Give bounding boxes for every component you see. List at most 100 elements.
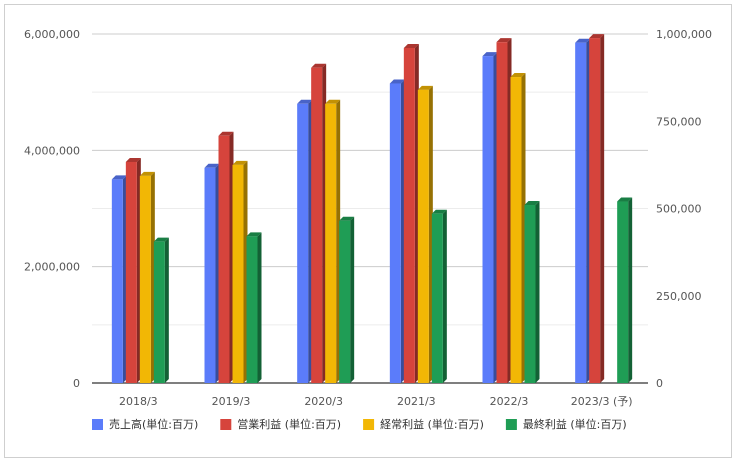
x-tick-label: 2022/3	[490, 395, 529, 408]
right-tick-label: 0	[656, 377, 663, 390]
bar	[297, 99, 313, 384]
legend: 売上高(単位:百万) 営業利益 (単位:百万) 経常利益 (単位:百万) 最終利益 (…	[92, 417, 627, 431]
left-tick-label: 0	[73, 377, 80, 390]
left-tick-label: 4,000,000	[24, 144, 80, 157]
bar-front	[496, 42, 508, 383]
bar-top	[417, 85, 433, 90]
bar	[218, 131, 234, 383]
bar-top	[232, 160, 248, 165]
bar-top	[246, 232, 262, 237]
bar-front	[204, 167, 216, 383]
bar-top	[218, 131, 234, 136]
bar-front	[589, 38, 601, 384]
bar-top	[111, 175, 127, 180]
bar-front	[431, 213, 443, 383]
bar-top	[139, 171, 155, 176]
left-tick-label: 6,000,000	[24, 28, 80, 41]
legend-swatch	[363, 419, 375, 430]
bar-front	[510, 77, 522, 383]
bar-top	[575, 38, 591, 43]
bar-top	[153, 237, 169, 242]
left-tick-label: 2,000,000	[24, 261, 80, 274]
bar	[111, 175, 127, 383]
right-tick-label: 500,000	[656, 203, 702, 216]
legend-label: 経常利益 (単位:百万)	[380, 417, 484, 431]
x-tick-label: 2023/3 (予)	[571, 395, 633, 408]
bar	[575, 38, 591, 383]
legend-item: 経常利益 (単位:百万)	[363, 417, 484, 431]
bar-top	[297, 99, 313, 104]
bar-front	[403, 47, 415, 384]
bar	[431, 209, 447, 383]
bar	[325, 99, 341, 384]
bar-front	[297, 103, 309, 384]
bar	[403, 43, 419, 384]
bar-side	[628, 197, 633, 383]
bar-side	[535, 201, 540, 383]
bars	[111, 34, 633, 384]
legend-swatch	[505, 419, 517, 430]
bar-top	[311, 63, 327, 68]
bar	[339, 216, 355, 383]
bar-top	[510, 73, 526, 78]
bar-front	[325, 103, 337, 384]
bar-top	[496, 38, 512, 43]
left-axis: 0 2,000,000 4,000,000 6,000,000	[24, 28, 80, 390]
bar	[482, 52, 498, 383]
legend-item: 売上高(単位:百万)	[92, 417, 198, 431]
bar-top	[482, 52, 498, 57]
bar-top	[403, 43, 419, 48]
bar-front	[311, 67, 323, 383]
legend-label: 営業利益 (単位:百万)	[237, 417, 341, 431]
bar-top	[204, 163, 220, 168]
bar-front	[125, 161, 137, 383]
legend-label: 売上高(単位:百万)	[109, 417, 198, 431]
legend-swatch	[92, 419, 103, 430]
bar-top	[617, 197, 633, 202]
x-axis-labels: 2018/3 2019/3 2020/3 2021/3 2022/3 2023/3 (予)	[119, 395, 633, 408]
bar-front	[617, 201, 629, 383]
bar-top	[339, 216, 355, 221]
bar	[246, 232, 262, 383]
bar-top	[524, 201, 540, 206]
bar	[311, 63, 327, 384]
bar	[204, 163, 220, 383]
bar-front	[482, 56, 494, 383]
bar-front	[111, 179, 123, 383]
legend-item: 営業利益 (単位:百万)	[220, 417, 341, 431]
bar-front	[246, 236, 258, 383]
bar	[510, 73, 526, 383]
bar-front	[417, 89, 429, 383]
bar-side	[164, 237, 169, 383]
bar-front	[339, 220, 351, 383]
bar-top	[125, 157, 141, 162]
bar-side	[442, 209, 447, 383]
bar-top	[389, 79, 405, 84]
x-tick-label: 2018/3	[119, 395, 158, 408]
bar	[496, 38, 512, 383]
x-tick-label: 2020/3	[304, 395, 343, 408]
bar-front	[153, 241, 165, 383]
bar-front	[389, 83, 401, 384]
bar	[153, 237, 169, 383]
bar	[139, 171, 155, 383]
bar-front	[575, 42, 587, 383]
legend-label: 最終利益 (単位:百万)	[523, 417, 627, 431]
bar	[617, 197, 633, 383]
legend-swatch	[220, 419, 232, 430]
bar	[389, 79, 405, 384]
bar-side	[600, 34, 605, 384]
bar-top	[431, 209, 447, 214]
right-tick-label: 1,000,000	[656, 28, 712, 41]
bar-side	[257, 232, 262, 383]
bar	[589, 34, 605, 384]
x-tick-label: 2021/3	[397, 395, 436, 408]
bar-front	[139, 175, 151, 383]
bar-front	[218, 135, 230, 383]
bar	[417, 85, 433, 383]
bar	[125, 157, 141, 383]
bar-front	[524, 205, 536, 383]
gridlines	[92, 33, 648, 384]
right-tick-label: 250,000	[656, 290, 702, 303]
bar-top	[589, 34, 605, 39]
